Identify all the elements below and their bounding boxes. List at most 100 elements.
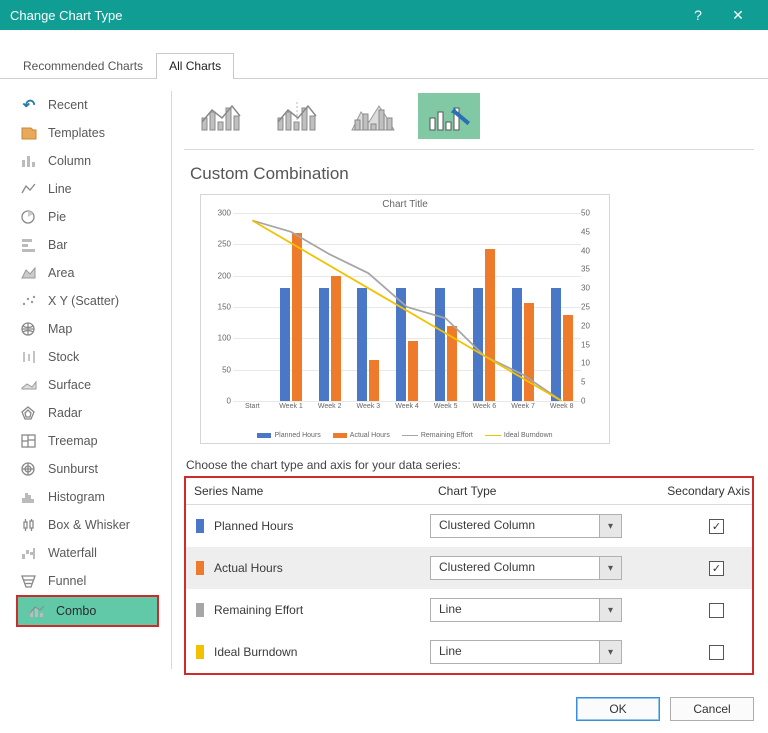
section-title: Custom Combination — [184, 160, 754, 194]
sidebar-item-recent[interactable]: ↶Recent — [10, 91, 165, 119]
series-name: Actual Hours — [186, 561, 430, 575]
waterfall-icon — [20, 544, 38, 562]
dropdown-value: Clustered Column — [431, 515, 599, 537]
sidebar-item-column[interactable]: Column — [10, 147, 165, 175]
series-table-header: Series Name Chart Type Secondary Axis — [186, 478, 752, 505]
sidebar-item-box[interactable]: Box & Whisker — [10, 511, 165, 539]
series-name: Planned Hours — [186, 519, 430, 533]
series-label: Ideal Burndown — [214, 645, 297, 659]
sidebar-item-sunburst[interactable]: Sunburst — [10, 455, 165, 483]
tab-all-charts[interactable]: All Charts — [156, 53, 234, 79]
treemap-icon — [20, 432, 38, 450]
secondary-axis-checkbox[interactable]: ✓ — [709, 561, 724, 576]
sidebar-item-stock[interactable]: Stock — [10, 343, 165, 371]
surface-icon — [20, 376, 38, 394]
chart-type-dropdown[interactable]: Line ▾ — [430, 598, 622, 622]
legend-remaining: Remaining Effort — [402, 432, 473, 439]
sidebar-item-bar[interactable]: Bar — [10, 231, 165, 259]
series-label: Actual Hours — [214, 561, 283, 575]
cancel-button[interactable]: Cancel — [670, 697, 754, 721]
dropdown-value: Clustered Column — [431, 557, 599, 579]
sidebar-item-label: Stock — [48, 350, 79, 364]
combo-subtype-custom[interactable] — [418, 93, 480, 139]
sidebar-item-label: Funnel — [48, 574, 86, 588]
legend-actual: Actual Hours — [333, 432, 390, 439]
chevron-down-icon: ▾ — [599, 515, 621, 537]
content: ↶Recent Templates Column Line Pie Bar Area X Y … — [0, 79, 768, 687]
secondary-axis-checkbox[interactable]: ✓ — [709, 519, 724, 534]
chart-preview[interactable]: Chart Title 050100150200250300 051015202… — [200, 194, 610, 444]
close-button[interactable]: ✕ — [718, 7, 758, 24]
sidebar-item-surface[interactable]: Surface — [10, 371, 165, 399]
divider — [171, 91, 172, 669]
sidebar-item-label: Histogram — [48, 490, 105, 504]
col-secondary-axis: Secondary Axis — [644, 478, 752, 504]
sidebar-item-histogram[interactable]: Histogram — [10, 483, 165, 511]
dropdown-value: Line — [431, 599, 599, 621]
sidebar-item-treemap[interactable]: Treemap — [10, 427, 165, 455]
box-icon — [20, 516, 38, 534]
sidebar-item-label: Area — [48, 266, 74, 280]
sidebar-item-line[interactable]: Line — [10, 175, 165, 203]
recent-icon: ↶ — [20, 96, 38, 114]
chart-type-dropdown[interactable]: Clustered Column ▾ — [430, 514, 622, 538]
series-swatch — [196, 519, 204, 533]
sidebar-item-pie[interactable]: Pie — [10, 203, 165, 231]
pie-icon — [20, 208, 38, 226]
series-label: Remaining Effort — [214, 603, 303, 617]
x-axis: StartWeek 1Week 2Week 3Week 4Week 5Week … — [233, 403, 581, 417]
series-name: Ideal Burndown — [186, 645, 430, 659]
chevron-down-icon: ▾ — [599, 599, 621, 621]
sidebar-item-label: Sunburst — [48, 462, 98, 476]
sidebar-item-label: Pie — [48, 210, 66, 224]
sidebar-item-label: Box & Whisker — [48, 518, 130, 532]
funnel-icon — [20, 572, 38, 590]
sidebar-item-funnel[interactable]: Funnel — [10, 567, 165, 595]
sidebar-item-label: Line — [48, 182, 72, 196]
y-axis-right: 05101520253035404550 — [579, 213, 607, 401]
help-button[interactable]: ? — [678, 7, 718, 23]
chevron-down-icon: ▾ — [599, 641, 621, 663]
legend: Planned Hours Actual Hours Remaining Eff… — [201, 432, 609, 439]
line-icon — [20, 180, 38, 198]
titlebar: Change Chart Type ? ✕ — [0, 0, 768, 30]
combo-subtype-1[interactable] — [190, 93, 252, 139]
sidebar-item-label: X Y (Scatter) — [48, 294, 119, 308]
series-row: Planned Hours Clustered Column ▾ ✓ — [186, 505, 752, 547]
sidebar-item-xy[interactable]: X Y (Scatter) — [10, 287, 165, 315]
map-icon — [20, 320, 38, 338]
tab-recommended[interactable]: Recommended Charts — [10, 53, 156, 79]
sidebar-item-area[interactable]: Area — [10, 259, 165, 287]
chart-title: Chart Title — [201, 195, 609, 212]
ok-button[interactable]: OK — [576, 697, 660, 721]
chart-category-list: ↶Recent Templates Column Line Pie Bar Area X Y … — [10, 83, 165, 677]
sidebar-item-map[interactable]: Map — [10, 315, 165, 343]
sidebar-item-radar[interactable]: Radar — [10, 399, 165, 427]
templates-icon — [20, 124, 38, 142]
secondary-axis-checkbox[interactable] — [709, 603, 724, 618]
sidebar-item-combo[interactable]: Combo — [18, 597, 157, 625]
plot-area — [233, 213, 581, 401]
series-swatch — [196, 645, 204, 659]
legend-planned: Planned Hours — [257, 432, 320, 439]
sidebar-item-label: Templates — [48, 126, 105, 140]
series-row: Remaining Effort Line ▾ — [186, 589, 752, 631]
sidebar-item-templates[interactable]: Templates — [10, 119, 165, 147]
radar-icon — [20, 404, 38, 422]
column-icon — [20, 152, 38, 170]
legend-ideal: Ideal Burndown — [485, 432, 553, 439]
combo-subtype-3[interactable] — [342, 93, 404, 139]
sidebar-item-waterfall[interactable]: Waterfall — [10, 539, 165, 567]
chart-type-dropdown[interactable]: Clustered Column ▾ — [430, 556, 622, 580]
stock-icon — [20, 348, 38, 366]
dropdown-value: Line — [431, 641, 599, 663]
chart-type-dropdown[interactable]: Line ▾ — [430, 640, 622, 664]
chevron-down-icon: ▾ — [599, 557, 621, 579]
sidebar-item-label: Waterfall — [48, 546, 97, 560]
series-row: Ideal Burndown Line ▾ — [186, 631, 752, 673]
secondary-axis-checkbox[interactable] — [709, 645, 724, 660]
histogram-icon — [20, 488, 38, 506]
series-swatch — [196, 603, 204, 617]
combo-subtype-2[interactable] — [266, 93, 328, 139]
sidebar-item-label: Treemap — [48, 434, 98, 448]
